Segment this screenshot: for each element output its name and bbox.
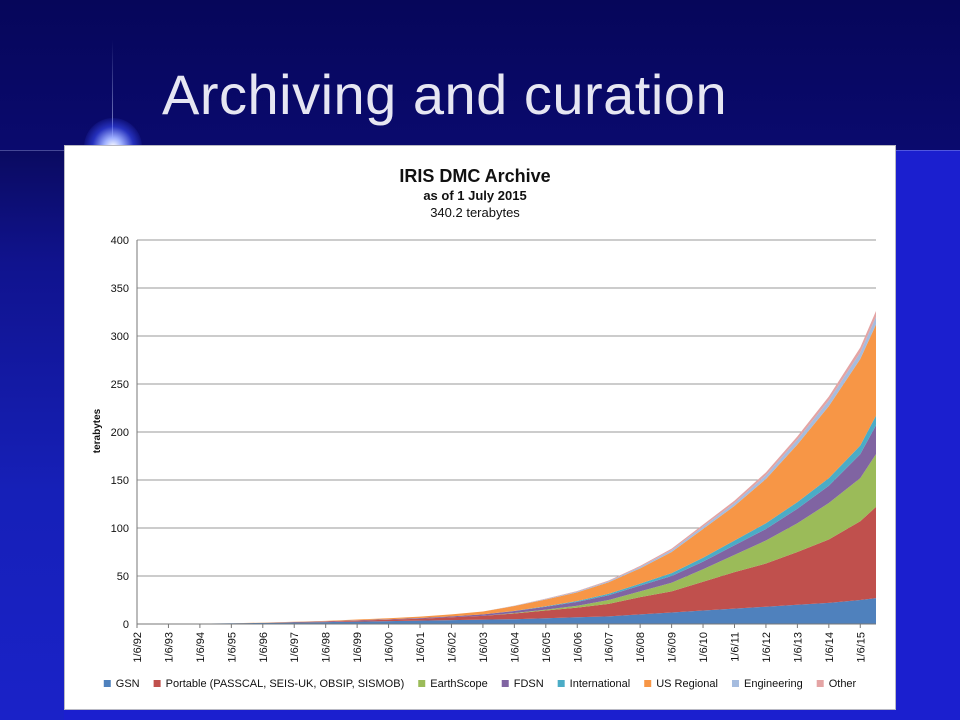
x-tick-label: 1/6/96 bbox=[258, 632, 270, 663]
y-tick-label: 300 bbox=[111, 331, 129, 343]
legend-swatch bbox=[103, 680, 111, 687]
x-tick-label: 1/6/03 bbox=[478, 632, 490, 663]
y-tick-label: 250 bbox=[111, 379, 129, 391]
x-tick-label: 1/6/01 bbox=[415, 632, 427, 663]
slide-title: Archiving and curation bbox=[162, 63, 728, 126]
legend-swatch bbox=[644, 680, 652, 687]
legend-label: US Regional bbox=[656, 678, 718, 690]
series-areas bbox=[137, 311, 876, 624]
legend-swatch bbox=[731, 680, 739, 687]
area-series-portable-passcal-seis-uk-obsip-sismob bbox=[137, 506, 876, 624]
x-tick-label: 1/6/10 bbox=[698, 632, 710, 663]
chart-frame: IRIS DMC Archive as of 1 July 2015 340.2… bbox=[64, 145, 896, 710]
x-tick-label: 1/6/98 bbox=[321, 632, 333, 663]
chart-title: IRIS DMC Archive bbox=[399, 166, 550, 186]
x-tick-label: 1/6/95 bbox=[226, 632, 238, 663]
y-tick-label: 0 bbox=[123, 619, 129, 631]
y-tick-label: 50 bbox=[117, 571, 129, 583]
x-tick-label: 1/6/09 bbox=[667, 632, 679, 663]
y-tick-label: 400 bbox=[111, 235, 129, 247]
slide-left-band bbox=[0, 150, 64, 720]
x-tick-label: 1/6/13 bbox=[792, 632, 804, 663]
x-tick-label: 1/6/94 bbox=[195, 632, 207, 663]
y-tick-label: 350 bbox=[111, 283, 129, 295]
x-tick-label: 1/6/05 bbox=[541, 632, 553, 663]
legend-label: Other bbox=[829, 678, 857, 690]
x-tick-label: 1/6/04 bbox=[509, 632, 521, 663]
y-tick-label: 150 bbox=[111, 475, 129, 487]
area-series-us-regional bbox=[137, 324, 876, 624]
legend-swatch bbox=[816, 680, 824, 687]
x-tick-label: 1/6/11 bbox=[729, 632, 741, 662]
area-series-earthscope bbox=[137, 454, 876, 624]
x-tick-label: 1/6/15 bbox=[855, 632, 867, 663]
legend-swatch bbox=[501, 680, 509, 687]
legend-label: Portable (PASSCAL, SEIS-UK, OBSIP, SISMO… bbox=[166, 678, 405, 690]
y-axis-label: terabytes bbox=[92, 408, 103, 453]
y-tick-label: 200 bbox=[111, 427, 129, 439]
x-tick-label: 1/6/12 bbox=[761, 632, 773, 663]
legend-label: Engineering bbox=[744, 678, 803, 690]
title-divider-vertical bbox=[112, 40, 113, 150]
x-tick-label: 1/6/14 bbox=[824, 632, 836, 663]
chart-subtitle-line-1: as of 1 July 2015 bbox=[423, 188, 526, 203]
axes: 0 50 100 150 200 250 300 350 400 1/6/92 1/6/93 1/6/… bbox=[111, 235, 876, 663]
chart-subtitle-line-2: 340.2 terabytes bbox=[430, 205, 520, 220]
y-tick-label: 100 bbox=[111, 523, 129, 535]
x-tick-label: 1/6/07 bbox=[604, 632, 616, 663]
area-series-gsn bbox=[137, 598, 876, 624]
legend-swatch bbox=[153, 680, 161, 687]
legend-label: International bbox=[570, 678, 631, 690]
x-tick-label: 1/6/93 bbox=[163, 632, 175, 663]
legend-label: GSN bbox=[116, 678, 140, 690]
legend-label: FDSN bbox=[514, 678, 544, 690]
iris-dmc-archive-chart: IRIS DMC Archive as of 1 July 2015 340.2… bbox=[92, 166, 876, 690]
x-tick-label: 1/6/02 bbox=[446, 632, 458, 663]
legend-swatch bbox=[418, 680, 426, 687]
legend: GSN Portable (PASSCAL, SEIS-UK, OBSIP, SI… bbox=[103, 678, 857, 690]
x-tick-label: 1/6/99 bbox=[352, 632, 364, 663]
x-tick-label: 1/6/00 bbox=[384, 632, 396, 663]
x-tick-label: 1/6/08 bbox=[635, 632, 647, 663]
x-tick-label: 1/6/92 bbox=[132, 632, 144, 663]
legend-swatch bbox=[557, 680, 565, 687]
x-tick-label: 1/6/97 bbox=[289, 632, 301, 663]
legend-label: EarthScope bbox=[430, 678, 487, 690]
x-tick-label: 1/6/06 bbox=[572, 632, 584, 663]
